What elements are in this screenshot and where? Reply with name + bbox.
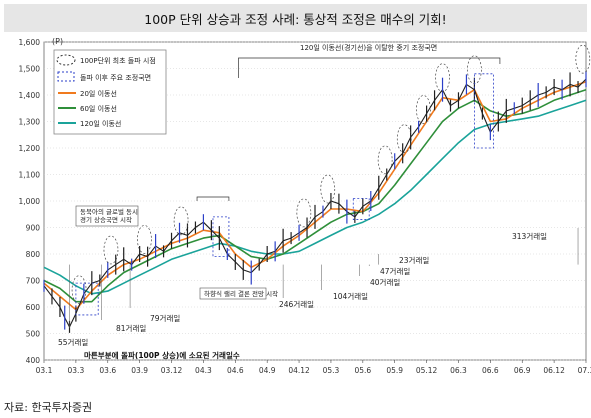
breakout-ellipse bbox=[575, 44, 591, 74]
legend-ellipse-icon bbox=[56, 54, 76, 66]
breakout-ellipse bbox=[71, 275, 87, 305]
y-tick-label: 800 bbox=[26, 250, 41, 259]
annotation-early-gap-2: 경기 상승국면 시작 bbox=[80, 215, 132, 224]
y-unit-label: (P) bbox=[52, 37, 63, 46]
breakout-ellipse bbox=[137, 225, 152, 254]
x-tick-label: 03.6 bbox=[99, 366, 116, 375]
annotation-footnote: 마른부분에 돌파(100P 상승)에 소요된 거래일수 bbox=[84, 350, 240, 360]
correction-box bbox=[474, 73, 494, 149]
x-tick-label: 05.9 bbox=[386, 366, 403, 375]
x-tick-label: 05.6 bbox=[354, 366, 371, 375]
y-tick-label: 700 bbox=[26, 277, 41, 286]
y-tick-label: 1,300 bbox=[19, 118, 41, 127]
chart-title: 100P 단위 상승과 조정 사례: 통상적 조정은 매수의 기회! bbox=[144, 11, 447, 27]
x-tick-label: 06.9 bbox=[514, 366, 531, 375]
series-line-price bbox=[43, 78, 587, 328]
x-tick-label: 03.9 bbox=[131, 366, 148, 375]
x-tick-label: 07.3 bbox=[578, 366, 591, 375]
x-tick-label: 06.3 bbox=[450, 366, 467, 375]
series-line-ma120 bbox=[43, 99, 587, 295]
chart-title-bar: 100P 단위 상승과 조정 사례: 통상적 조정은 매수의 기회! bbox=[4, 4, 587, 32]
day-count-313: 313거래일 bbox=[512, 232, 547, 241]
day-count-55: 55거래일 bbox=[58, 338, 88, 347]
day-count-81: 81거래일 bbox=[116, 324, 146, 333]
correction-box bbox=[352, 197, 370, 220]
x-tick-label: 06.6 bbox=[482, 366, 499, 375]
correction-box bbox=[75, 282, 99, 316]
x-axis: 03.1 03.3 03.6 03.9 03.12 04.3 04.6 04.9 04.12 05… bbox=[36, 360, 591, 375]
legend-label-3: 20일 이동선 bbox=[80, 89, 117, 98]
breakout-ellipse bbox=[103, 235, 119, 265]
series-group bbox=[43, 71, 587, 333]
day-count-79: 79거래일 bbox=[150, 314, 180, 323]
day-count-23: 23거래일 bbox=[399, 256, 429, 265]
y-tick-label: 600 bbox=[26, 303, 41, 312]
breakout-ellipse bbox=[416, 95, 431, 124]
y-tick-label: 500 bbox=[26, 330, 41, 339]
y-axis: 400 500 600 700 800 900 1,000 1,100 1,200 1,300 1,… bbox=[19, 38, 41, 365]
y-tick-label: 1,100 bbox=[19, 171, 41, 180]
y-tick-label: 400 bbox=[26, 356, 41, 365]
y-tick-label: 900 bbox=[26, 224, 41, 233]
x-tick-label: 04.3 bbox=[195, 366, 212, 375]
annotation-ma120-break: 120일 이동선(경기선)을 이탈한 중기 조정국면 bbox=[300, 43, 437, 52]
y-tick-label: 1,400 bbox=[19, 91, 41, 100]
annotation-mid-break: 하향식 랠리 결론 전망 시작 bbox=[204, 289, 278, 298]
x-tick-label: 04.6 bbox=[227, 366, 244, 375]
x-tick-label: 03.3 bbox=[68, 366, 85, 375]
day-count-40: 40거래일 bbox=[370, 278, 400, 287]
legend: 100P단위 최초 돌파 시점 돌파 이후 주요 조정국면 20일 이동선 60… bbox=[53, 49, 167, 135]
day-count-47: 47거래일 bbox=[380, 267, 410, 276]
breakout-ellipse bbox=[377, 145, 393, 175]
legend-label-2: 돌파 이후 주요 조정국면 bbox=[80, 73, 151, 82]
price-chart: 400 500 600 700 800 900 1,000 1,100 1,200 1,300 1,… bbox=[19, 37, 591, 375]
x-tick-label: 03.12 bbox=[161, 366, 183, 375]
bracket-mid bbox=[196, 196, 230, 201]
x-tick-label: 04.12 bbox=[288, 366, 310, 375]
y-tick-label: 1,600 bbox=[19, 38, 41, 47]
x-tick-label: 04.9 bbox=[259, 366, 276, 375]
breakout-ellipse bbox=[320, 174, 336, 204]
x-tick-label: 03.1 bbox=[36, 366, 53, 375]
overlay-annotations bbox=[69, 44, 591, 328]
legend-label-5: 120일 이동선 bbox=[80, 119, 121, 128]
source-note: 자료: 한국투자증권 bbox=[4, 401, 93, 414]
day-count-246: 246거래일 bbox=[279, 300, 314, 309]
x-tick-label: 06.12 bbox=[543, 366, 565, 375]
day-count-labels: 55거래일 81거래일 79거래일 246거래일 104거래일 40거래일 47… bbox=[58, 232, 547, 347]
legend-label-1: 100P단위 최초 돌파 시점 bbox=[80, 56, 156, 65]
x-tick-label: 05.12 bbox=[416, 366, 438, 375]
y-tick-label: 1,500 bbox=[19, 65, 41, 74]
day-count-104: 104거래일 bbox=[333, 292, 368, 301]
mid-break-box bbox=[199, 287, 267, 300]
y-tick-label: 1,000 bbox=[19, 197, 41, 206]
breakout-ellipse bbox=[296, 198, 312, 228]
legend-rect-icon bbox=[57, 71, 75, 82]
breakout-ellipse bbox=[173, 206, 189, 236]
legend-label-4: 60일 이동선 bbox=[80, 104, 117, 113]
x-tick-label: 05.3 bbox=[323, 366, 340, 375]
y-tick-label: 1,200 bbox=[19, 144, 41, 153]
annotation-early-gap-1: 동북아의 글로벌 동시 bbox=[80, 207, 138, 216]
bracket-ma120-break bbox=[238, 57, 501, 78]
early-gap-box bbox=[75, 205, 139, 227]
series-line-ma60 bbox=[43, 88, 587, 303]
